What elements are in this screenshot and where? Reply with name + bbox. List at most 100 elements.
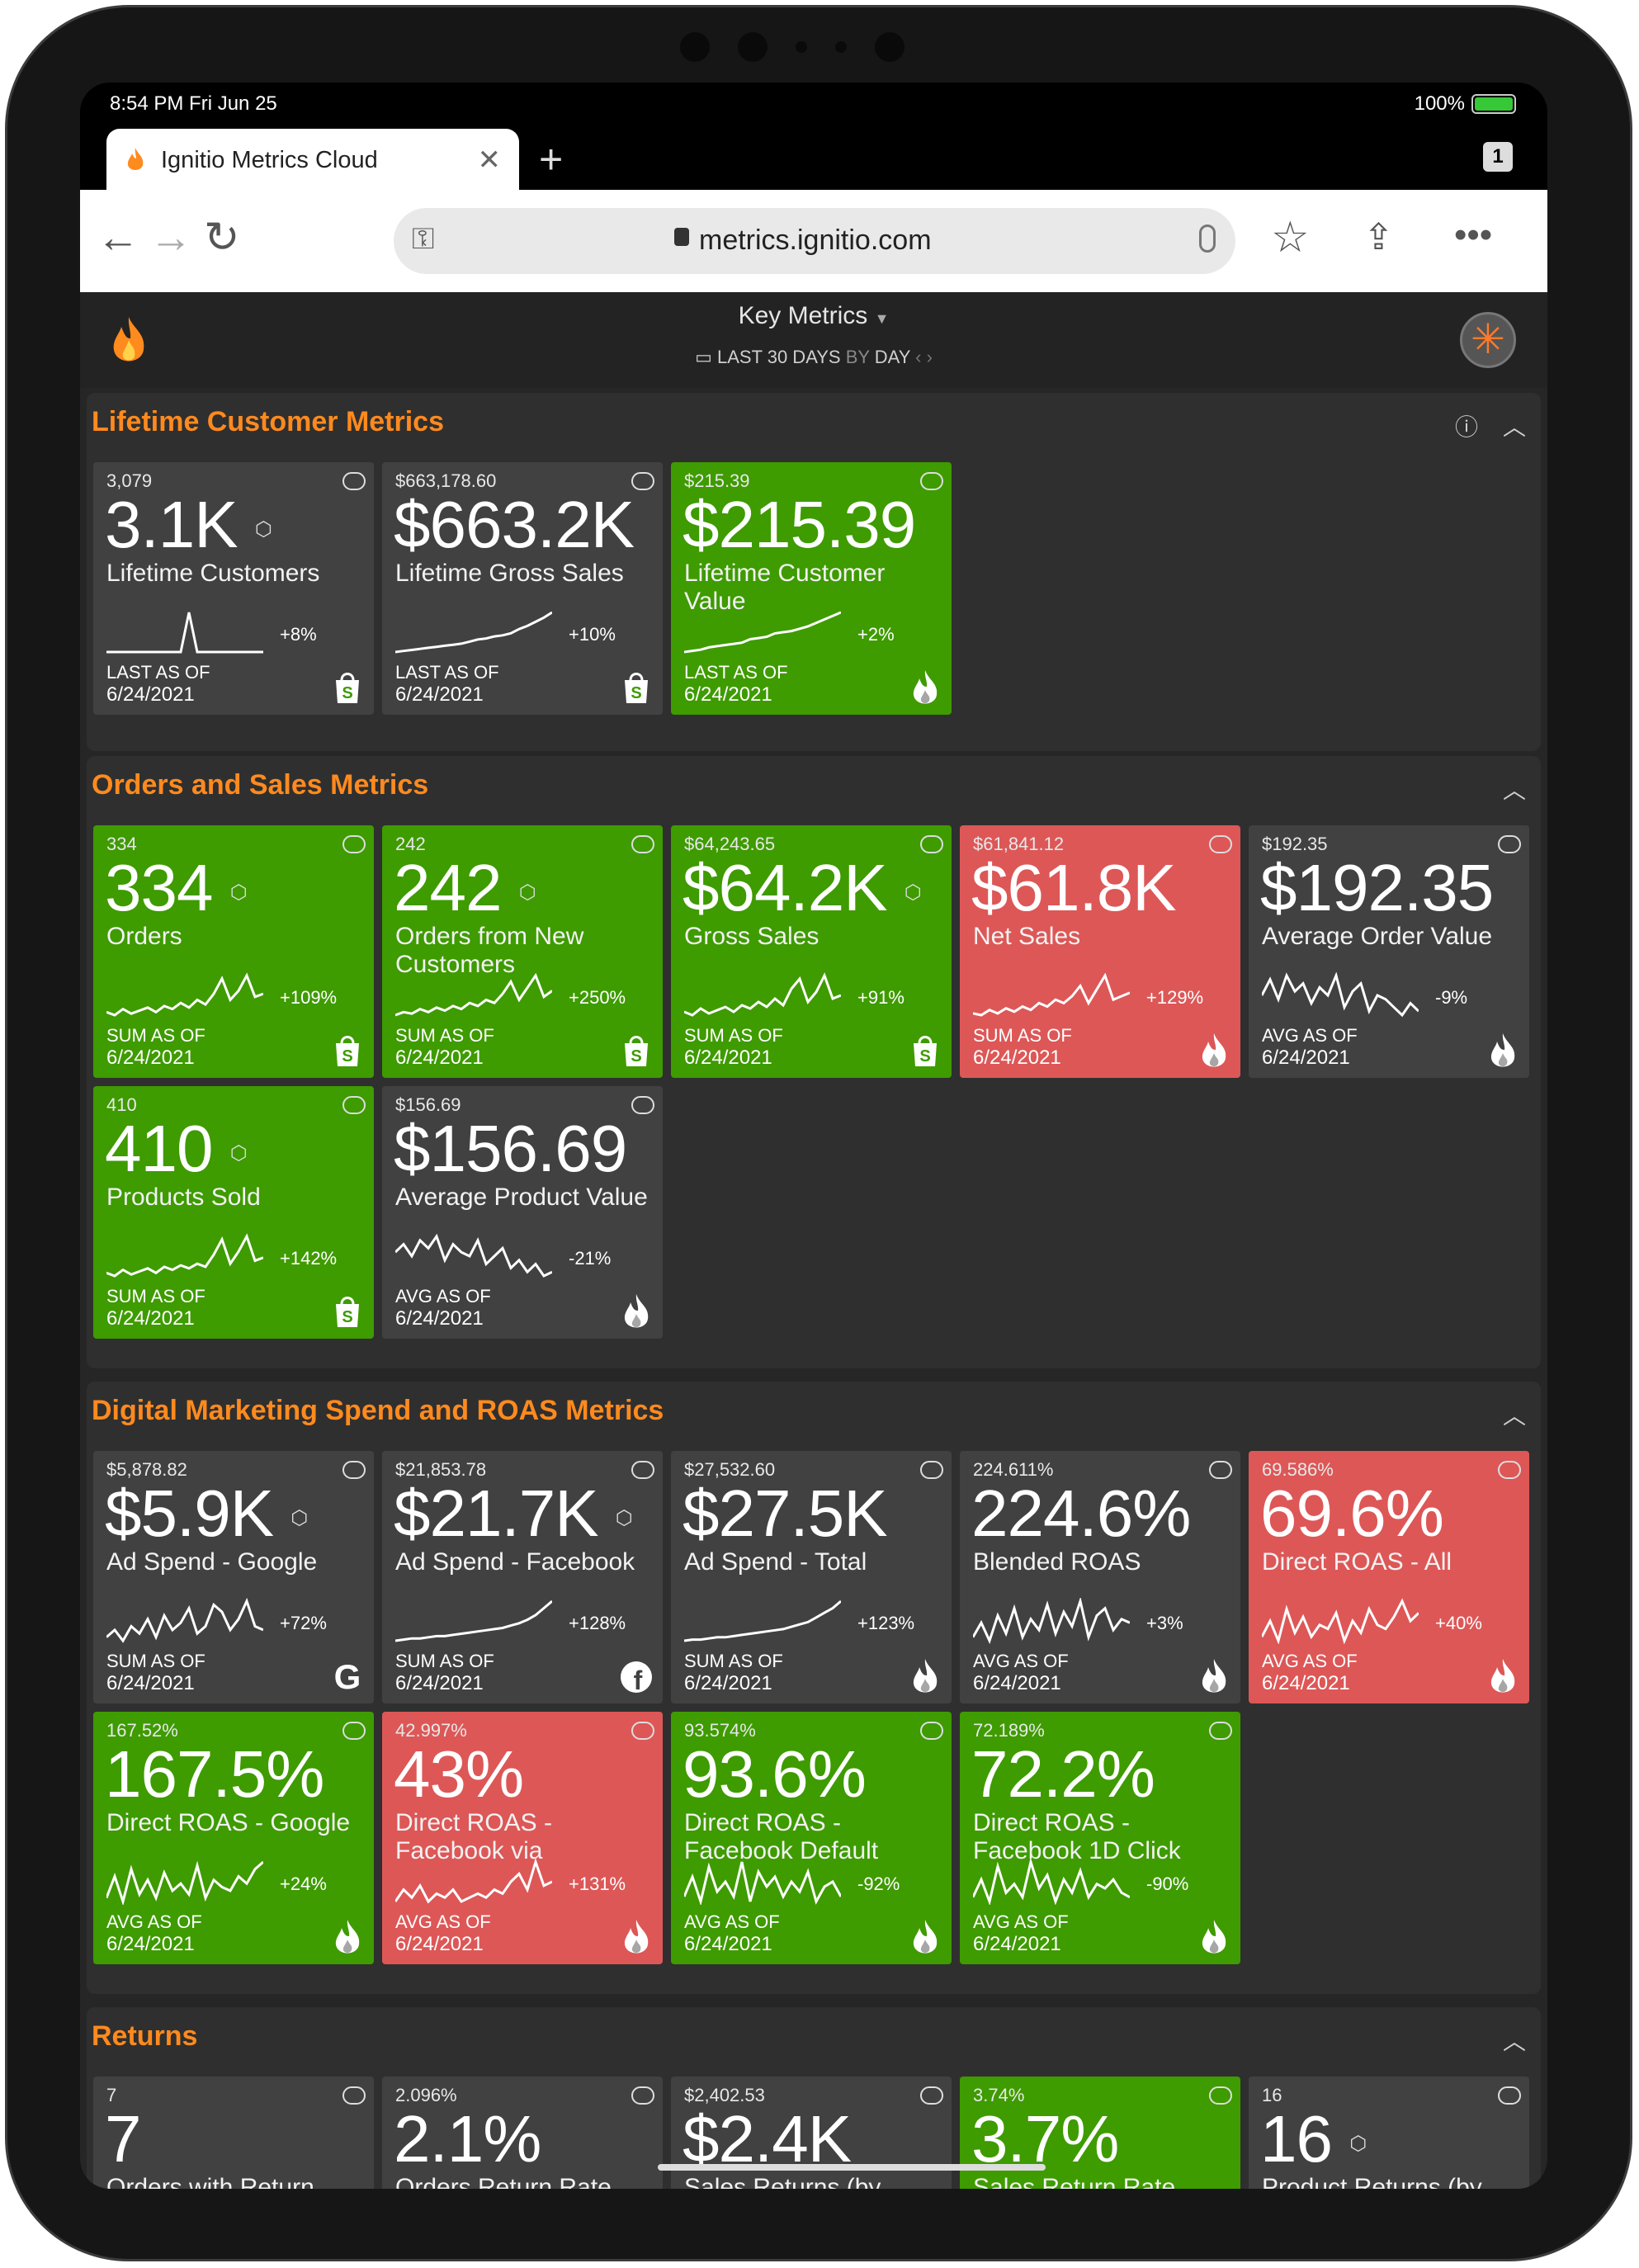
metric-card[interactable]: 69.586% 69.6% Direct ROAS - All +40% AVG AS … [1249, 1451, 1529, 1703]
metric-card[interactable]: $64,243.65 $64.2K ⬡ Gross Sales +91% SUM AS … [671, 825, 952, 1078]
section-title: Orders and Sales Metrics [92, 769, 429, 801]
browser-tab[interactable]: Ignitio Metrics Cloud ✕ [106, 129, 519, 191]
date-range-selector[interactable]: ▭ LAST 30 DAYS BY DAY ‹ › [80, 347, 1547, 368]
metric-card[interactable]: 224.611% 224.6% Blended ROAS +3% AVG AS OF 6/… [960, 1451, 1240, 1703]
comment-icon[interactable] [631, 1722, 654, 1740]
metric-card[interactable]: 3.74% 3.7% Sales Return Rate [960, 2077, 1240, 2189]
raw-value: $156.69 [395, 1094, 461, 1115]
metric-card[interactable]: 242 242 ⬡ Orders from New Customers +250% SU… [382, 825, 663, 1078]
comment-icon[interactable] [631, 1096, 654, 1114]
comment-icon[interactable] [342, 1096, 366, 1114]
forward-icon[interactable]: → [149, 214, 192, 262]
flame-icon [1202, 1659, 1226, 1693]
comment-icon[interactable] [920, 835, 943, 853]
comment-icon[interactable] [342, 2086, 366, 2105]
metric-card[interactable]: 2.096% 2.1% Orders Return Rate [382, 2077, 663, 2189]
close-tab-icon[interactable]: ✕ [477, 144, 502, 176]
facebook-icon: f [621, 1661, 652, 1695]
comment-icon[interactable] [1209, 1461, 1232, 1479]
flame-icon [1202, 1033, 1226, 1067]
comment-icon[interactable] [342, 835, 366, 853]
sparkline [395, 1859, 552, 1904]
metric-value: 2.1% [394, 2101, 541, 2177]
chevron-left-icon[interactable]: ‹ [915, 347, 922, 367]
change-percent: -9% [1435, 987, 1468, 1008]
comment-icon[interactable] [920, 1461, 943, 1479]
reload-icon[interactable]: ↻ [204, 214, 240, 262]
comment-icon[interactable] [920, 1722, 943, 1740]
comment-icon[interactable] [631, 2086, 654, 2105]
metric-value: 242 ⬡ [394, 850, 536, 931]
metric-card[interactable]: 167.52% 167.5% Direct ROAS - Google +24% AVG… [93, 1712, 374, 1964]
comment-icon[interactable] [342, 1461, 366, 1479]
user-avatar[interactable]: ✳ [1460, 312, 1516, 368]
metric-card[interactable]: 16 16 ⬡ Product Returns (by [1249, 2077, 1529, 2189]
tab-count-button[interactable]: 1 [1483, 142, 1513, 172]
metric-card[interactable]: $21,853.78 $21.7K ⬡ Ad Spend - Facebook +12… [382, 1451, 663, 1703]
metric-card[interactable]: 334 334 ⬡ Orders +109% SUM AS OF 6/24/2021 S [93, 825, 374, 1078]
metric-label: Sales Returns (by [684, 2174, 881, 2189]
comment-icon[interactable] [1498, 1461, 1521, 1479]
sparkline [1262, 1598, 1419, 1644]
comment-icon[interactable] [631, 1461, 654, 1479]
metric-card[interactable]: 93.574% 93.6% Direct ROAS - Facebook Defau… [671, 1712, 952, 1964]
metric-value: $5.9K ⬡ [105, 1476, 308, 1557]
back-icon[interactable]: ← [97, 214, 139, 262]
metric-card[interactable]: 72.189% 72.2% Direct ROAS - Facebook 1D Cl… [960, 1712, 1240, 1964]
metric-card[interactable]: 42.997% 43% Direct ROAS - Facebook via +131… [382, 1712, 663, 1964]
comment-icon[interactable] [342, 472, 366, 490]
metric-card[interactable]: 7 7 Orders with Return [93, 2077, 374, 2189]
comment-icon[interactable] [1209, 2086, 1232, 2105]
info-icon[interactable]: ⓘ [1454, 414, 1478, 440]
comment-icon[interactable] [631, 472, 654, 490]
svg-text:S: S [342, 684, 352, 702]
comment-icon[interactable] [1498, 2086, 1521, 2105]
comment-icon[interactable] [920, 2086, 943, 2105]
metric-card[interactable]: 3,079 3.1K ⬡ Lifetime Customers +8% LAST AS … [93, 462, 374, 715]
microphone-icon[interactable] [1199, 224, 1216, 253]
flame-icon [913, 1920, 938, 1954]
metric-card[interactable]: $192.35 $192.35 Average Order Value -9% AVG … [1249, 825, 1529, 1078]
as-of-label: AVG AS OF [1262, 1025, 1358, 1046]
sparkline [684, 1599, 841, 1642]
comment-icon[interactable] [1498, 835, 1521, 853]
metric-value: 93.6% [683, 1736, 867, 1812]
ignitio-logo-icon[interactable] [110, 315, 148, 366]
raw-value: 3,079 [106, 470, 153, 491]
flame-icon [1202, 1920, 1226, 1954]
collapse-chevron-icon[interactable]: ︿ [1502, 777, 1526, 803]
metric-label: Direct ROAS - Facebook 1D Click [973, 1809, 1181, 1864]
flame-favicon-icon [127, 148, 144, 170]
comment-icon[interactable] [631, 835, 654, 853]
dashboard-title-dropdown[interactable]: Key Metrics ▼ [80, 302, 1547, 330]
metric-card[interactable]: $61,841.12 $61.8K Net Sales +129% SUM AS OF 6… [960, 825, 1240, 1078]
metric-card[interactable]: $215.39 $215.39 Lifetime Customer Value +2%… [671, 462, 952, 715]
raw-value: $2,402.53 [684, 2085, 765, 2105]
metric-big-value: 69.6% [1260, 1477, 1444, 1550]
address-bar[interactable]: ⚿ metrics.ignitio.com [394, 208, 1235, 274]
metric-card[interactable]: 410 410 ⬡ Products Sold +142% SUM AS OF 6/24/… [93, 1086, 374, 1339]
key-icon[interactable]: ⚿ [412, 221, 435, 255]
collapse-chevron-icon[interactable]: ︿ [1502, 2029, 1526, 2054]
comment-icon[interactable] [920, 472, 943, 490]
metric-card[interactable]: $5,878.82 $5.9K ⬡ Ad Spend - Google +72% SUM… [93, 1451, 374, 1703]
more-options-icon[interactable]: ••• [1454, 215, 1493, 255]
shopify-icon: S [625, 673, 648, 703]
collapse-chevron-icon[interactable]: ︿ [1502, 1403, 1526, 1429]
metric-card[interactable]: $663,178.60 $663.2K Lifetime Gross Sales +1… [382, 462, 663, 715]
metric-card[interactable]: $2,402.53 $2.4K Sales Returns (by [671, 2077, 952, 2189]
home-indicator [658, 2164, 1046, 2171]
comment-icon[interactable] [342, 1722, 366, 1740]
metric-card[interactable]: $156.69 $156.69 Average Product Value -21% A… [382, 1086, 663, 1339]
chevron-right-icon[interactable]: › [926, 347, 933, 367]
comment-icon[interactable] [1209, 1722, 1232, 1740]
collapse-chevron-icon[interactable]: ︿ [1502, 414, 1526, 440]
new-tab-icon[interactable]: + [539, 136, 564, 182]
bookmark-star-icon[interactable]: ☆ [1271, 214, 1310, 262]
metric-label: Net Sales [973, 923, 1081, 950]
metric-card[interactable]: $27,532.60 $27.5K Ad Spend - Total +123% SUM… [671, 1451, 952, 1703]
comment-icon[interactable] [1209, 835, 1232, 853]
cube-icon: ⬡ [229, 1141, 248, 1165]
share-icon[interactable]: ⇪ [1363, 217, 1394, 258]
as-of-date: 6/24/2021 [973, 1672, 1061, 1694]
